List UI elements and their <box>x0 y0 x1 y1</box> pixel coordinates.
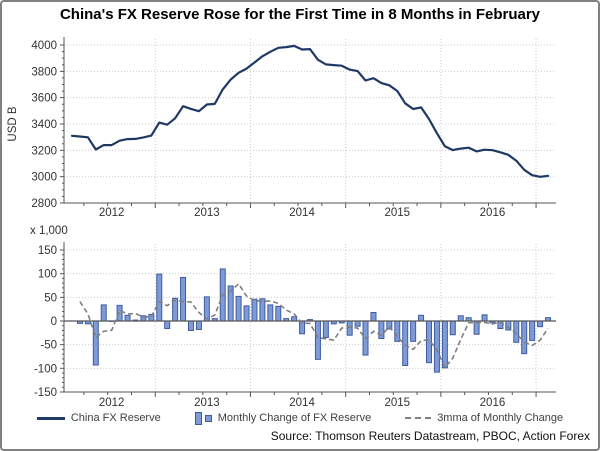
bar-Apr-14 <box>275 305 282 322</box>
legend-label: 3mma of Monthly Change <box>437 412 564 424</box>
y-axis: 2800 3000 3200 3400 3600 3800 4000 <box>31 40 64 210</box>
bar-Dec-15 <box>433 320 440 373</box>
svg-text:3800: 3800 <box>31 66 57 78</box>
legend-item-3mma: 3mma of Monthly Change <box>405 412 563 424</box>
bar-May-13 <box>188 320 194 331</box>
bar-Feb-14 <box>259 298 266 322</box>
legend: China FX Reserve Monthly Change of FX Re… <box>2 408 598 428</box>
bar-Sep-15 <box>410 320 417 342</box>
fx-reserve-line <box>70 44 550 178</box>
bar-Nov-16 <box>521 320 528 355</box>
bar-Apr-13 <box>180 276 187 322</box>
svg-text:2012: 2012 <box>99 207 125 218</box>
bar-Feb-13 <box>164 320 171 330</box>
bar-Oct-14 <box>322 320 329 339</box>
legend-item-monthly-change: Monthly Change of FX Reserve <box>194 411 372 425</box>
bar-Dec-16 <box>529 320 536 341</box>
bar-Jul-15 <box>394 320 401 342</box>
svg-text:2015: 2015 <box>384 207 410 218</box>
svg-text:3200: 3200 <box>31 145 57 157</box>
svg-text:-50: -50 <box>40 340 57 352</box>
svg-text:2014: 2014 <box>289 207 315 218</box>
svg-text:2013: 2013 <box>194 397 220 408</box>
svg-text:100: 100 <box>38 269 57 281</box>
tall-bar-glyph <box>194 411 202 425</box>
bar-Jun-16 <box>481 314 488 322</box>
svg-text:2014: 2014 <box>289 397 315 408</box>
bar-Jun-12 <box>100 304 107 322</box>
svg-text:-100: -100 <box>34 363 57 375</box>
x-axis: 2012 2013 2014 2015 2016 <box>63 37 556 218</box>
bar-May-12 <box>92 320 99 366</box>
svg-text:2015: 2015 <box>384 397 410 408</box>
legend-label: China FX Reserve <box>70 412 161 424</box>
legend-label: Monthly Change of FX Reserve <box>217 412 372 424</box>
svg-text:2013: 2013 <box>194 207 220 218</box>
unit-multiplier-label: x 1,000 <box>30 225 68 237</box>
svg-text:2016: 2016 <box>480 207 506 218</box>
dashed-line-swatch-icon <box>405 417 432 419</box>
bar-swatch-icon <box>194 411 212 425</box>
bar-Mar-16 <box>457 315 464 322</box>
svg-text:2012: 2012 <box>99 397 125 408</box>
source-credit: Source: Thomson Reuters Datastream, PBOC… <box>270 429 590 443</box>
y-axis: -150 -100 -50 0 50 100 150 <box>34 245 64 399</box>
svg-text:-150: -150 <box>34 387 57 399</box>
y-axis-label: USD B <box>7 106 19 141</box>
bar-Jan-17 <box>537 320 544 328</box>
bar-Mar-14 <box>267 304 274 322</box>
fx-reserve-line-chart: 2012 2013 2014 2015 2016 2800 3000 3200 3400 3600… <box>7 37 556 218</box>
bar-Jun-13 <box>195 320 202 331</box>
x-axis: 2012 2013 2014 2015 2016 <box>63 242 556 408</box>
svg-text:2016: 2016 <box>480 397 506 408</box>
bar-Apr-15 <box>370 311 377 322</box>
bar-Dec-13 <box>243 305 250 322</box>
mma-line <box>79 283 549 369</box>
bar-Sep-14 <box>314 320 321 360</box>
bar-Jan-13 <box>156 273 163 322</box>
bar-Feb-16 <box>449 320 456 336</box>
small-bar-glyph <box>204 414 212 422</box>
svg-text:0: 0 <box>51 316 57 328</box>
y-grid <box>64 249 556 369</box>
chart-title: China's FX Reserve Rose for the First Ti… <box>59 6 541 23</box>
bar-Aug-15 <box>402 320 409 366</box>
svg-text:3400: 3400 <box>31 119 57 131</box>
svg-text:50: 50 <box>44 292 57 304</box>
bar-Jan-14 <box>251 298 258 322</box>
line-swatch-icon <box>36 416 65 420</box>
svg-text:3000: 3000 <box>31 172 57 184</box>
svg-text:4000: 4000 <box>31 40 57 52</box>
legend-item-fx-reserve: China FX Reserve <box>36 412 161 424</box>
svg-text:150: 150 <box>38 245 57 257</box>
y-grid <box>64 44 556 178</box>
monthly-change-bar-chart: 2012 2013 2014 2015 2016 -150 -100 -50 0 50 100 150… <box>30 225 556 408</box>
svg-text:3600: 3600 <box>31 93 57 105</box>
bar-Jan-16 <box>441 320 448 369</box>
bar-Oct-15 <box>418 314 425 322</box>
bar-Nov-13 <box>235 295 242 322</box>
bar-Feb-15 <box>354 320 361 327</box>
bar-Sep-12 <box>124 314 131 322</box>
bar-Jun-14 <box>291 316 298 322</box>
svg-text:2800: 2800 <box>31 198 57 210</box>
